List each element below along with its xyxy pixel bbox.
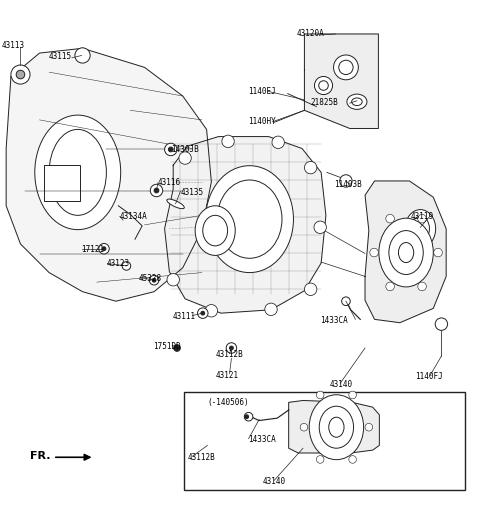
Circle shape [314,221,326,233]
Ellipse shape [398,242,414,263]
Circle shape [300,423,308,431]
Ellipse shape [347,94,367,110]
Circle shape [198,308,208,318]
Ellipse shape [205,166,293,273]
Circle shape [435,318,447,331]
Circle shape [245,415,249,419]
Text: 43121: 43121 [215,371,238,380]
Text: 43113: 43113 [1,42,24,50]
Circle shape [75,48,90,63]
Text: 1140HY: 1140HY [248,117,276,126]
Text: 43112B: 43112B [215,350,243,359]
Circle shape [342,297,350,306]
Ellipse shape [379,218,433,287]
Ellipse shape [35,115,120,230]
Circle shape [334,55,359,80]
Text: 17121: 17121 [82,245,105,254]
Ellipse shape [319,406,354,448]
Circle shape [152,278,156,282]
Text: 43119: 43119 [411,212,434,221]
Polygon shape [6,48,211,301]
Circle shape [314,77,333,95]
Circle shape [179,152,192,164]
Text: 43134A: 43134A [120,212,147,221]
Circle shape [11,65,30,84]
Circle shape [16,70,25,79]
Ellipse shape [167,199,184,209]
Circle shape [319,81,328,90]
Circle shape [174,345,180,351]
Circle shape [229,346,233,350]
Circle shape [272,136,284,149]
Circle shape [434,248,443,257]
Bar [44,165,80,201]
Circle shape [418,214,426,223]
Text: FR.: FR. [30,451,50,461]
Circle shape [265,303,277,315]
Circle shape [386,282,395,291]
Circle shape [365,423,372,431]
Circle shape [149,275,159,285]
Text: 43120A: 43120A [296,29,324,39]
Text: 43135: 43135 [180,188,204,197]
Polygon shape [365,181,446,322]
Circle shape [167,274,180,286]
Text: 43140: 43140 [263,477,286,486]
Ellipse shape [217,180,282,258]
Ellipse shape [352,98,362,105]
Circle shape [122,262,131,270]
Ellipse shape [195,206,235,256]
Text: 1140FJ: 1140FJ [416,372,444,381]
Circle shape [418,282,426,291]
Circle shape [316,391,324,399]
Circle shape [316,456,324,463]
Circle shape [165,143,177,156]
Circle shape [222,135,234,148]
Circle shape [154,188,159,193]
Circle shape [386,214,395,223]
Text: 11403B: 11403B [335,180,362,189]
Circle shape [102,247,106,250]
Circle shape [205,305,217,317]
Ellipse shape [405,209,436,248]
Circle shape [340,175,352,187]
Text: (-140506): (-140506) [207,398,249,407]
Ellipse shape [309,395,364,460]
Circle shape [168,147,173,152]
Circle shape [349,456,357,463]
Text: 43116: 43116 [158,178,181,188]
Circle shape [150,185,163,197]
Text: 1430JB: 1430JB [171,145,199,154]
Circle shape [201,311,204,315]
Text: 1751DD: 1751DD [153,342,181,351]
Circle shape [304,283,317,296]
Polygon shape [288,401,379,453]
Text: 45328: 45328 [139,274,162,283]
Polygon shape [165,136,326,313]
Ellipse shape [389,231,423,274]
Ellipse shape [49,129,107,215]
Text: 43140: 43140 [330,380,353,389]
Circle shape [226,343,237,353]
FancyBboxPatch shape [184,392,465,490]
Ellipse shape [411,216,430,241]
Circle shape [370,248,378,257]
Polygon shape [304,34,378,128]
Text: 21825B: 21825B [311,98,338,107]
Text: 43115: 43115 [49,52,72,61]
Circle shape [99,243,109,254]
Text: 43111: 43111 [172,312,195,321]
Ellipse shape [203,215,228,246]
Text: 43123: 43123 [107,260,130,269]
Text: 1433CA: 1433CA [320,316,348,325]
Ellipse shape [329,417,344,437]
Text: 1140EJ: 1140EJ [249,87,276,96]
Text: 1433CA: 1433CA [249,435,276,444]
Circle shape [349,391,357,399]
Circle shape [304,161,317,174]
Circle shape [339,60,353,75]
Text: 43112B: 43112B [188,453,215,462]
Circle shape [244,412,253,421]
